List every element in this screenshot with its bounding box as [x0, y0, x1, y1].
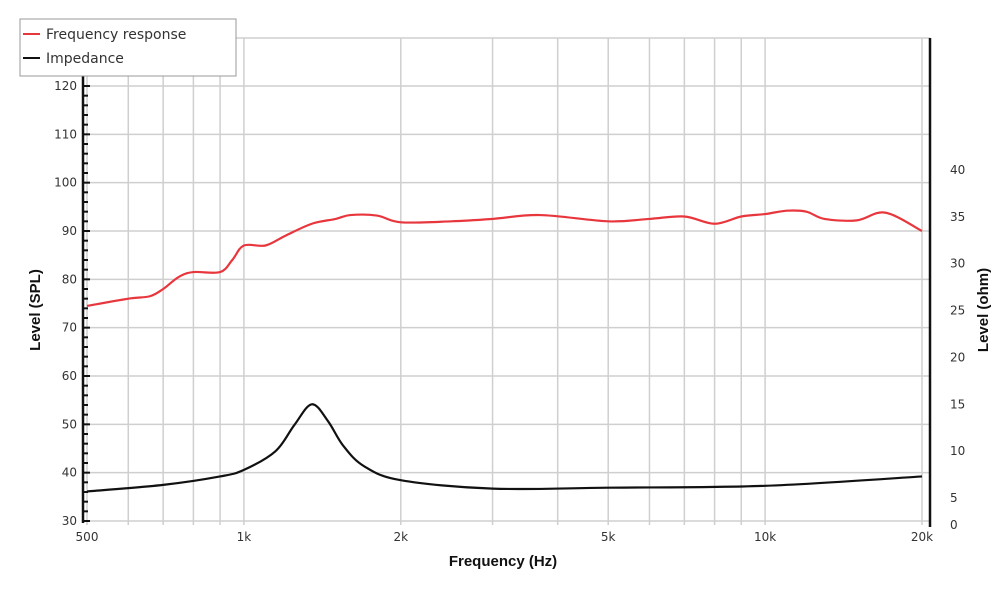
legend-label-impedance: Impedance	[46, 51, 124, 67]
y2-tick-label: 20	[950, 350, 965, 364]
y-tick-label: 50	[62, 417, 77, 431]
series-line-frequency-response	[86, 209, 923, 308]
y2-tick-label: 40	[950, 163, 965, 177]
y-tick-label: 30	[62, 514, 77, 528]
y-tick-label: 100	[54, 176, 77, 190]
y2-tick-label: 35	[950, 210, 965, 224]
axes: 30 40 50 60 70 80 90 100 110 120 0 5 10 15 20 25 30 35 40 5…	[54, 38, 965, 544]
x-tick-label: 500	[76, 530, 99, 544]
y-tick-label: 90	[62, 224, 77, 238]
legend-label-frequency-response: Frequency response	[46, 27, 186, 43]
y2-tick-label: 0	[950, 518, 958, 532]
grid	[83, 37, 930, 525]
x-axis-label: Frequency (Hz)	[449, 553, 557, 570]
x-tick-label: 1k	[237, 530, 252, 544]
legend: Frequency response Impedance	[19, 18, 237, 77]
y-tick-label: 120	[54, 79, 77, 93]
series-lines	[86, 209, 923, 493]
y-tick-label: 110	[54, 127, 77, 141]
x-tick-label: 2k	[393, 530, 408, 544]
y2-tick-label: 25	[950, 304, 965, 318]
y-tick-label: 60	[62, 369, 77, 383]
x-tick-label: 20k	[911, 530, 933, 544]
y-axis-label: Level (SPL)	[27, 269, 44, 351]
y2-tick-label: 5	[950, 491, 958, 505]
x-tick-label: 10k	[754, 530, 776, 544]
series-line-impedance	[86, 403, 923, 493]
x-tick-label: 5k	[601, 530, 616, 544]
y-tick-label: 80	[62, 272, 77, 286]
y2-axis-label: Level (ohm)	[975, 268, 992, 352]
y2-tick-label: 15	[950, 397, 965, 411]
y-tick-label: 70	[62, 321, 77, 335]
y2-tick-label: 10	[950, 444, 965, 458]
y-tick-label: 40	[62, 466, 77, 480]
y2-tick-label: 30	[950, 257, 965, 271]
